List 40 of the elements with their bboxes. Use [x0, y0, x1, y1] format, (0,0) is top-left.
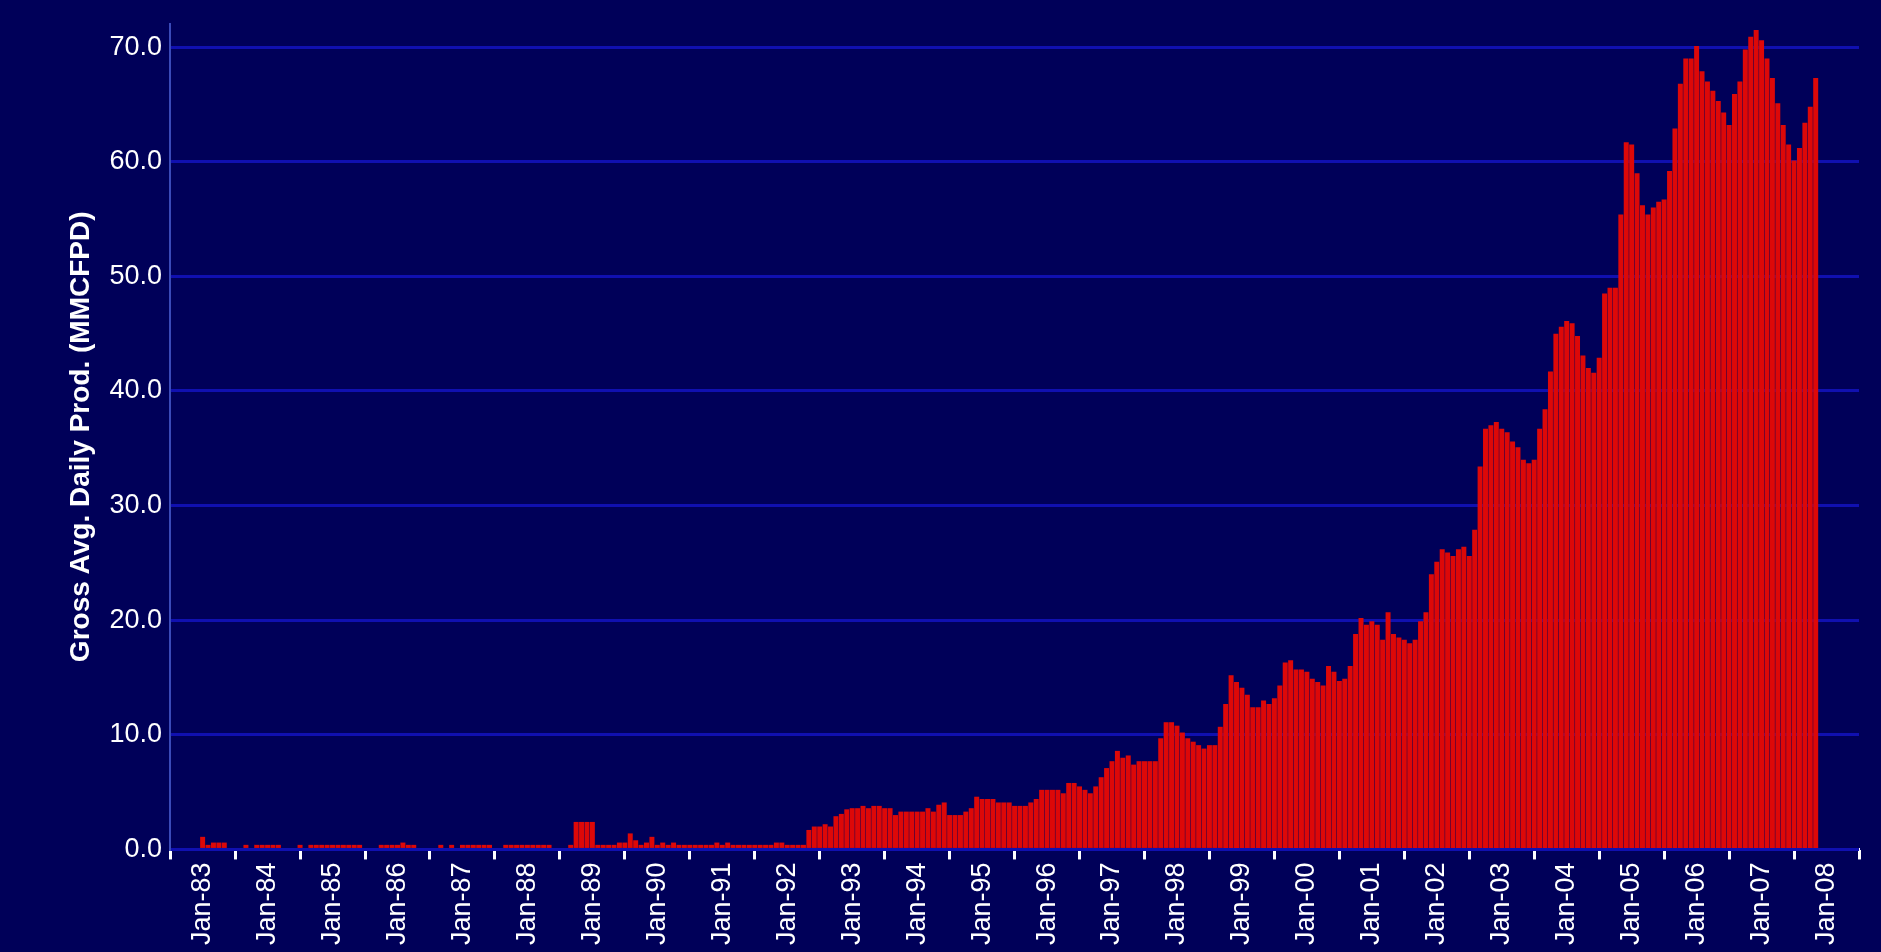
- x-tick-label: Jan-03: [1485, 862, 1516, 946]
- y-tick-label: 50.0: [109, 259, 163, 290]
- x-tick-label: Jan-04: [1550, 862, 1581, 946]
- bar: [449, 844, 455, 848]
- x-tick-label: Jan-07: [1745, 862, 1776, 946]
- y-tick-label: 60.0: [109, 145, 163, 176]
- x-tick-label: Jan-92: [770, 862, 801, 946]
- y-tick-label: 10.0: [109, 718, 163, 749]
- bar: [275, 844, 281, 848]
- bar: [297, 844, 303, 848]
- x-tick-label: Jan-05: [1615, 862, 1646, 946]
- x-tick-label: Jan-83: [186, 862, 217, 946]
- x-tick-label: Jan-85: [315, 862, 346, 946]
- x-tick-label: Jan-91: [705, 862, 736, 946]
- y-tick-label: 20.0: [109, 603, 163, 634]
- x-tick-label: Jan-90: [640, 862, 671, 946]
- x-tick-label: Jan-93: [835, 862, 866, 946]
- x-tick-label: Jan-84: [251, 862, 282, 946]
- x-tick-label: Jan-96: [1030, 862, 1061, 946]
- x-tick-label: Jan-94: [900, 862, 931, 946]
- x-tick-label: Jan-87: [445, 862, 476, 946]
- x-tick-label: Jan-99: [1225, 862, 1256, 946]
- x-tick-label: Jan-08: [1809, 862, 1840, 946]
- x-tick-label: Jan-97: [1095, 862, 1126, 946]
- x-tick-label: Jan-95: [965, 862, 996, 946]
- x-tick-label: Jan-88: [510, 862, 541, 946]
- bar: [243, 844, 249, 848]
- x-tick-label: Jan-06: [1680, 862, 1711, 946]
- x-tick-label: Jan-86: [380, 862, 411, 946]
- y-tick-label: 40.0: [109, 374, 163, 405]
- x-tick-label: Jan-98: [1160, 862, 1191, 946]
- x-tick-label: Jan-00: [1290, 862, 1321, 946]
- y-axis-title: Gross Avg. Daily Prod. (MMCFPD): [63, 211, 95, 663]
- y-tick-label: 30.0: [109, 489, 163, 520]
- bar: [438, 844, 444, 848]
- x-tick-label: Jan-02: [1420, 862, 1451, 946]
- y-tick-label: 70.0: [109, 30, 163, 61]
- x-tick-label: Jan-01: [1355, 862, 1386, 946]
- x-tick-label: Jan-89: [575, 862, 606, 946]
- y-tick-label: 0.0: [124, 832, 163, 863]
